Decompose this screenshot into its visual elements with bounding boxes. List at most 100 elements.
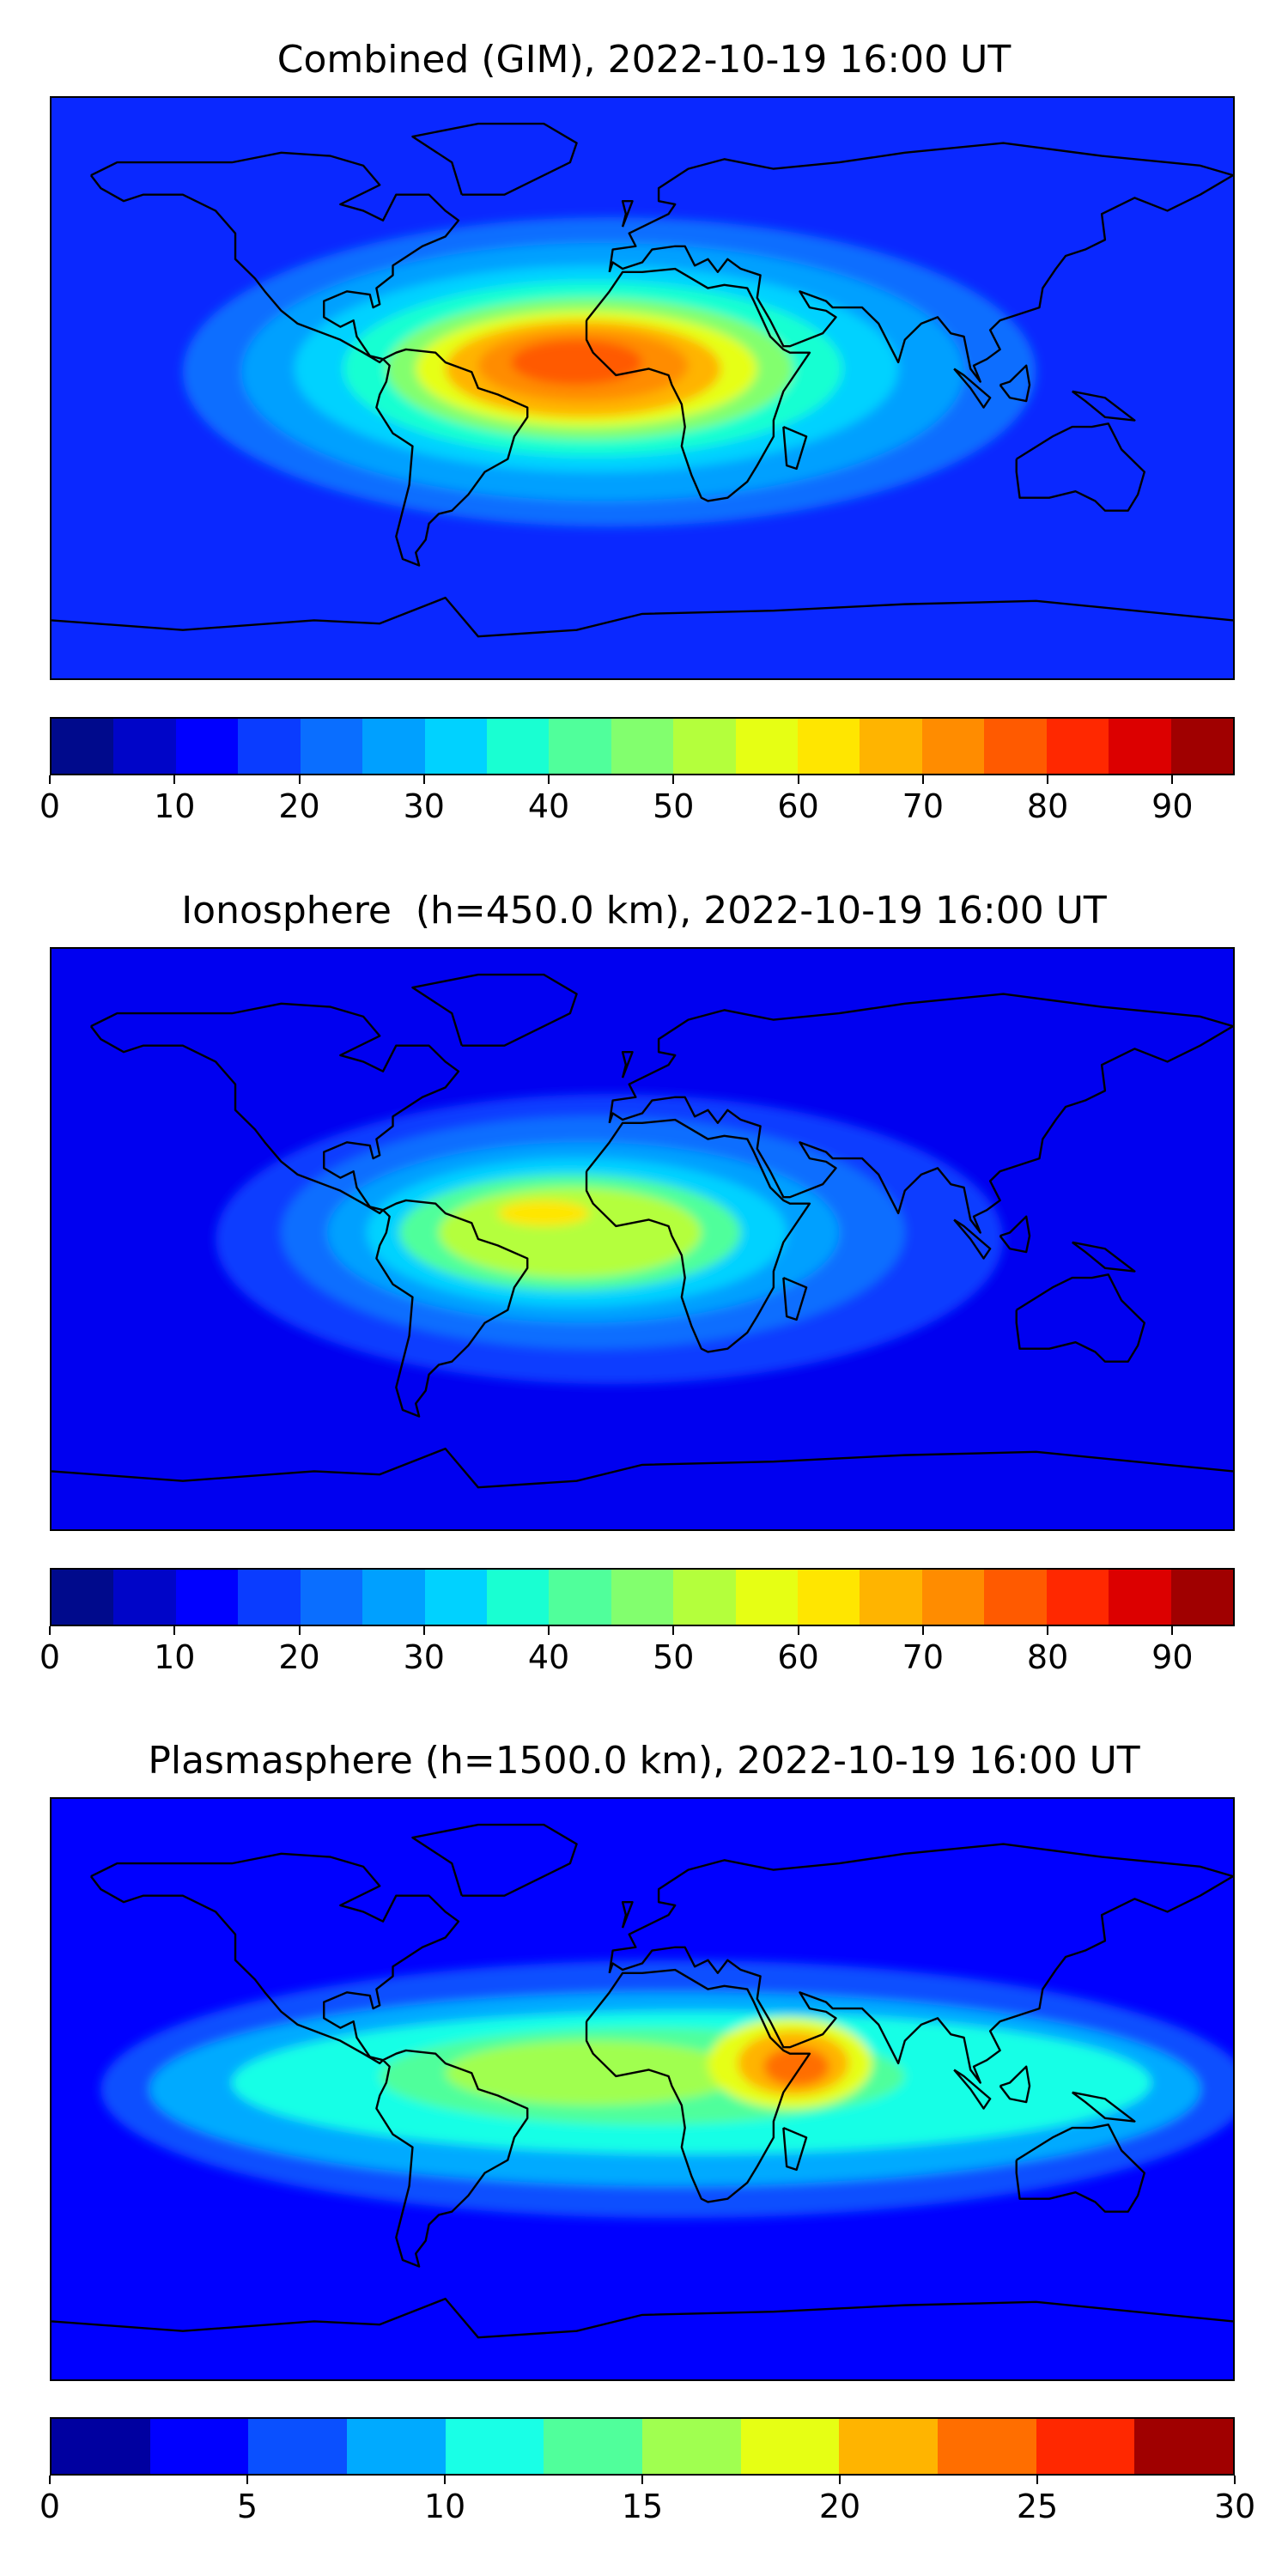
colorbar-segment [921, 1570, 985, 1625]
colorbar-tick [641, 2476, 643, 2484]
colorbar-tick-label: 0 [39, 2488, 61, 2525]
tec-contour [439, 1187, 702, 1279]
colorbar-tick-label: 0 [39, 787, 61, 825]
tec-contour [497, 1200, 590, 1226]
map-ionosphere [50, 947, 1235, 1531]
colorbar-segment [424, 719, 487, 774]
coastline [1015, 422, 1145, 512]
colorbar-tick [797, 775, 799, 784]
colorbar-segment [52, 2419, 150, 2474]
colorbar-tick [298, 1626, 301, 1635]
colorbar-segment [740, 2419, 840, 2474]
colorbar-segment [362, 1570, 425, 1625]
coastline [585, 1968, 811, 2203]
coastline [621, 199, 634, 228]
colorbar-segment [544, 2419, 643, 2474]
colorbar-tick [49, 2476, 51, 2484]
colorbar-segment [611, 1570, 674, 1625]
coastline [1015, 1273, 1145, 1363]
colorbar-segment [52, 719, 114, 774]
colorbar-tick-label: 70 [902, 1638, 945, 1676]
colorbar-tick-label: 80 [1026, 1638, 1069, 1676]
colorbar-segment [1109, 719, 1171, 774]
colorbar-segment [113, 1570, 176, 1625]
colorbar-segment [549, 719, 611, 774]
colorbar-ticks-plasmasphere: 0 5 10 15 20 25 30 [39, 2476, 1255, 2527]
colorbar-tick-label: 50 [653, 1638, 695, 1676]
colorbar-tick [173, 775, 176, 784]
colorbar-tick-label: 80 [1026, 787, 1069, 825]
colorbar-tick-label: 0 [39, 1638, 61, 1676]
colorbar-segment [798, 719, 860, 774]
colorbar-tick [173, 1626, 176, 1635]
colorbar-segment [362, 719, 425, 774]
colorbar-tick-label: 5 [236, 2488, 258, 2525]
colorbar-segment [984, 1570, 1047, 1625]
coastline [999, 1215, 1031, 1254]
colorbar-tick [49, 775, 51, 784]
coastline [89, 1852, 460, 2065]
colorbar-tick-label: 70 [902, 787, 945, 825]
coastline [999, 364, 1031, 403]
colorbar-tick-label: 10 [154, 787, 196, 825]
colorbar-tick [548, 775, 550, 784]
colorbar-ticks-ionosphere: 0 10 20 30 40 50 60 70 80 90 [39, 1626, 1235, 1678]
colorbar-segment [549, 1570, 611, 1625]
colorbar-tick [921, 1626, 924, 1635]
colorbar-tick [672, 1626, 675, 1635]
colorbar-segment [300, 719, 363, 774]
coastline [608, 142, 1233, 272]
coastline [52, 2297, 1233, 2339]
colorbar-segment [486, 719, 550, 774]
colorbar-tick [298, 775, 301, 784]
colorbar-tick-label: 40 [527, 1638, 570, 1676]
colorbar-segment [1109, 1570, 1171, 1625]
coastline [375, 2049, 529, 2268]
coastline [585, 267, 811, 502]
coastline [621, 1050, 634, 1078]
coastline [782, 2126, 808, 2172]
coastline [1071, 390, 1136, 422]
colorbar-tick [246, 2476, 248, 2484]
coastline [411, 122, 578, 196]
coastline [953, 1218, 992, 1260]
colorbar-segment [1046, 719, 1109, 774]
coastline [608, 1843, 1233, 1973]
panel-title-plasmasphere: Plasmasphere (h=1500.0 km), 2022-10-19 1… [148, 1739, 1140, 1783]
map-combined [50, 96, 1235, 680]
colorbar-ionosphere [50, 1568, 1235, 1626]
colorbar-tick [1047, 775, 1049, 784]
colorbar-tick [422, 775, 425, 784]
colorbar-tick-label: 60 [777, 1638, 819, 1676]
colorbar-tick [672, 775, 675, 784]
tec-contour [511, 339, 642, 386]
colorbar-tick [1234, 2476, 1236, 2484]
colorbar-segment [52, 1570, 114, 1625]
colorbar-segment [938, 2419, 1036, 2474]
colorbar-ticks-combined: 0 10 20 30 40 50 60 70 80 90 [39, 775, 1235, 827]
colorbar-segment [860, 719, 922, 774]
colorbar-tick [797, 1626, 799, 1635]
colorbar-segment [149, 2419, 249, 2474]
colorbar-segment [238, 1570, 301, 1625]
colorbar-segment [735, 719, 799, 774]
colorbar-tick-label: 40 [527, 787, 570, 825]
coastline [953, 2069, 992, 2110]
colorbar-segment [1036, 2419, 1135, 2474]
colorbar-tick-label: 60 [777, 787, 819, 825]
map-plasmasphere [50, 1797, 1235, 2381]
colorbar-tick-label: 20 [278, 1638, 320, 1676]
colorbar-tick [921, 775, 924, 784]
colorbar-segment [860, 1570, 922, 1625]
coastline [782, 425, 808, 471]
colorbar-tick-label: 90 [1151, 1638, 1194, 1676]
coastline [999, 2065, 1031, 2104]
colorbar-tick [1171, 775, 1174, 784]
colorbar-segment [300, 1570, 363, 1625]
colorbar-tick [1047, 1626, 1049, 1635]
colorbar-tick-label: 30 [1213, 2488, 1256, 2525]
colorbar-tick [49, 1626, 51, 1635]
coastline [953, 368, 992, 409]
colorbar-segment [424, 1570, 487, 1625]
coastline [52, 1447, 1233, 1489]
